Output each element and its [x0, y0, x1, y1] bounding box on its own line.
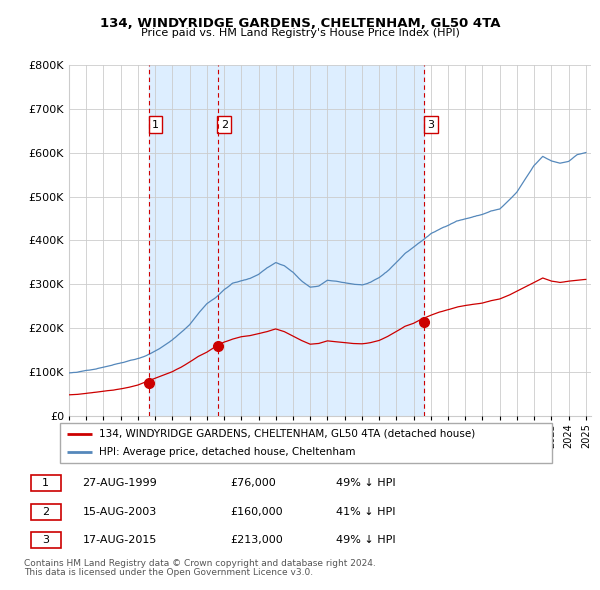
Text: 2: 2 [221, 120, 228, 130]
Bar [149, 65, 218, 416]
Text: 41% ↓ HPI: 41% ↓ HPI [337, 507, 396, 517]
Text: 1: 1 [42, 478, 49, 489]
Text: £76,000: £76,000 [230, 478, 276, 489]
Bar [218, 65, 424, 416]
Text: HPI: Average price, detached house, Cheltenham: HPI: Average price, detached house, Chel… [100, 447, 356, 457]
Text: 49% ↓ HPI: 49% ↓ HPI [337, 535, 396, 545]
Text: 49% ↓ HPI: 49% ↓ HPI [337, 478, 396, 489]
Text: 17-AUG-2015: 17-AUG-2015 [83, 535, 157, 545]
Text: Price paid vs. HM Land Registry's House Price Index (HPI): Price paid vs. HM Land Registry's House … [140, 28, 460, 38]
Text: 27-AUG-1999: 27-AUG-1999 [83, 478, 157, 489]
Text: 3: 3 [42, 535, 49, 545]
FancyBboxPatch shape [31, 504, 61, 520]
Text: £160,000: £160,000 [230, 507, 283, 517]
FancyBboxPatch shape [31, 476, 61, 491]
Text: 3: 3 [428, 120, 434, 130]
Text: 2: 2 [42, 507, 49, 517]
Text: 134, WINDYRIDGE GARDENS, CHELTENHAM, GL50 4TA: 134, WINDYRIDGE GARDENS, CHELTENHAM, GL5… [100, 17, 500, 30]
Text: £213,000: £213,000 [230, 535, 283, 545]
Text: 15-AUG-2003: 15-AUG-2003 [83, 507, 157, 517]
Text: 1: 1 [152, 120, 159, 130]
Text: Contains HM Land Registry data © Crown copyright and database right 2024.: Contains HM Land Registry data © Crown c… [24, 559, 376, 568]
FancyBboxPatch shape [31, 532, 61, 548]
Text: 134, WINDYRIDGE GARDENS, CHELTENHAM, GL50 4TA (detached house): 134, WINDYRIDGE GARDENS, CHELTENHAM, GL5… [100, 429, 476, 439]
Text: This data is licensed under the Open Government Licence v3.0.: This data is licensed under the Open Gov… [24, 568, 313, 577]
